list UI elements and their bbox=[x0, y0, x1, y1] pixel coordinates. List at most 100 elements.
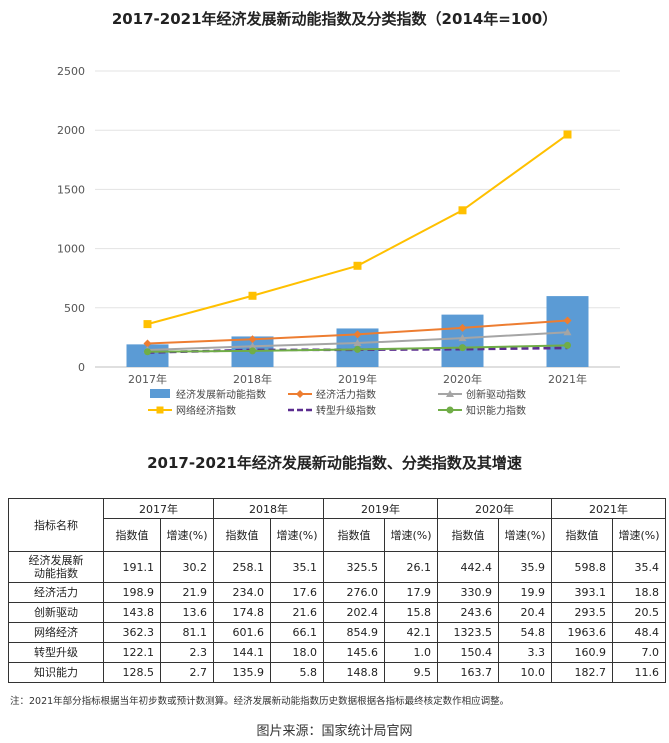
footnote: 注：2021年部分指标根据当年初步数或预计数测算。经济发展新动能指数历史数据根据… bbox=[10, 696, 510, 707]
data-point bbox=[563, 316, 572, 325]
sub-header-index: 指数值 bbox=[103, 518, 161, 552]
cell-growth: 21.9 bbox=[160, 582, 214, 603]
row-name: 网络经济 bbox=[8, 622, 104, 643]
cell-growth: 21.6 bbox=[270, 602, 324, 623]
cell-index: 145.6 bbox=[323, 642, 385, 663]
cell-growth: 20.5 bbox=[612, 602, 666, 623]
cell-growth: 30.2 bbox=[160, 551, 214, 583]
legend-marker bbox=[446, 390, 454, 397]
cell-index: 128.5 bbox=[103, 662, 161, 683]
cell-index: 362.3 bbox=[103, 622, 161, 643]
data-point bbox=[248, 291, 257, 300]
cell-index: 598.8 bbox=[551, 551, 613, 583]
sub-header-index: 指数值 bbox=[213, 518, 271, 552]
cell-index: 601.6 bbox=[213, 622, 271, 643]
cell-index: 191.1 bbox=[103, 551, 161, 583]
cell-growth: 54.8 bbox=[498, 622, 552, 643]
legend-swatch bbox=[150, 389, 170, 398]
y-axis-ticks: 0 500 1000 1500 2000 2500 bbox=[57, 65, 85, 374]
cell-growth: 9.5 bbox=[384, 662, 438, 683]
cell-growth: 18.8 bbox=[612, 582, 666, 603]
data-point bbox=[458, 323, 467, 332]
cell-growth: 42.1 bbox=[384, 622, 438, 643]
cell-index: 148.8 bbox=[323, 662, 385, 683]
data-point bbox=[353, 330, 362, 339]
cell-growth: 35.9 bbox=[498, 551, 552, 583]
legend-marker bbox=[296, 390, 304, 398]
data-point bbox=[143, 339, 152, 348]
table-row: 经济发展新 动能指数 191.1 30.2 258.1 35.1 325.5 26… bbox=[8, 551, 666, 583]
legend-label: 网络经济指数 bbox=[176, 404, 236, 417]
cell-index: 182.7 bbox=[551, 662, 613, 683]
cell-growth: 20.4 bbox=[498, 602, 552, 623]
legend-label: 经济活力指数 bbox=[316, 388, 376, 401]
row-name: 经济发展新 动能指数 bbox=[8, 551, 104, 583]
data-table: 指标名称 2017年 2018年 2019年 2020年 2021年 指数值 增… bbox=[8, 498, 666, 683]
data-point bbox=[354, 345, 361, 353]
row-name: 转型升级 bbox=[8, 642, 104, 663]
x-tick-label: 2017年 bbox=[128, 372, 167, 386]
legend-marker bbox=[446, 406, 454, 414]
row-name: 创新驱动 bbox=[8, 602, 104, 623]
cell-growth: 17.9 bbox=[384, 582, 438, 603]
cell-index: 330.9 bbox=[437, 582, 499, 603]
cell-index: 276.0 bbox=[323, 582, 385, 603]
legend-marker bbox=[156, 406, 164, 414]
table-row: 转型升级 122.1 2.3 144.1 18.0 145.6 1.0 150.… bbox=[8, 642, 666, 663]
cell-growth: 81.1 bbox=[160, 622, 214, 643]
legend-label: 转型升级指数 bbox=[316, 404, 376, 417]
cell-index: 234.0 bbox=[213, 582, 271, 603]
line-series bbox=[143, 130, 572, 356]
cell-growth: 10.0 bbox=[498, 662, 552, 683]
cell-index: 1963.6 bbox=[551, 622, 613, 643]
cell-index: 143.8 bbox=[103, 602, 161, 623]
y-tick-label: 1000 bbox=[57, 243, 85, 256]
data-point bbox=[353, 339, 362, 347]
x-tick-label: 2018年 bbox=[233, 372, 272, 386]
data-point bbox=[563, 130, 572, 139]
legend-label: 知识能力指数 bbox=[466, 404, 526, 417]
cell-index: 174.8 bbox=[213, 602, 271, 623]
legend-label: 创新驱动指数 bbox=[466, 388, 526, 401]
data-point bbox=[249, 347, 256, 355]
cell-growth: 19.9 bbox=[498, 582, 552, 603]
data-point bbox=[459, 344, 466, 352]
cell-growth: 66.1 bbox=[270, 622, 324, 643]
cell-index: 854.9 bbox=[323, 622, 385, 643]
data-point bbox=[248, 335, 257, 344]
y-tick-label: 500 bbox=[64, 302, 85, 315]
cell-index: 442.4 bbox=[437, 551, 499, 583]
cell-index: 258.1 bbox=[213, 551, 271, 583]
y-tick-label: 2500 bbox=[57, 65, 85, 78]
cell-growth: 17.6 bbox=[270, 582, 324, 603]
cell-growth: 18.0 bbox=[270, 642, 324, 663]
sub-header-growth: 增速(%) bbox=[160, 518, 214, 552]
cell-index: 122.1 bbox=[103, 642, 161, 663]
sub-header-growth: 增速(%) bbox=[498, 518, 552, 552]
cell-index: 293.5 bbox=[551, 602, 613, 623]
cell-index: 202.4 bbox=[323, 602, 385, 623]
x-tick-label: 2020年 bbox=[443, 372, 482, 386]
corner-header: 指标名称 bbox=[8, 498, 104, 552]
y-tick-label: 0 bbox=[78, 361, 85, 374]
sub-header-index: 指数值 bbox=[323, 518, 385, 552]
cell-growth: 35.4 bbox=[612, 551, 666, 583]
legend-label: 经济发展新动能指数 bbox=[176, 388, 266, 401]
cell-index: 1323.5 bbox=[437, 622, 499, 643]
sub-header-index: 指数值 bbox=[551, 518, 613, 552]
image-source: 图片来源：国家统计局官网 bbox=[256, 724, 413, 739]
cell-index: 150.4 bbox=[437, 642, 499, 663]
cell-growth: 11.6 bbox=[612, 662, 666, 683]
data-point bbox=[458, 206, 467, 215]
cell-growth: 35.1 bbox=[270, 551, 324, 583]
year-header: 2018年 bbox=[213, 498, 324, 519]
year-header: 2017年 bbox=[103, 498, 214, 519]
cell-index: 160.9 bbox=[551, 642, 613, 663]
data-point bbox=[458, 334, 467, 342]
cell-index: 393.1 bbox=[551, 582, 613, 603]
table-row: 知识能力 128.5 2.7 135.9 5.8 148.8 9.5 163.7… bbox=[8, 662, 666, 683]
cell-growth: 7.0 bbox=[612, 642, 666, 663]
row-name: 知识能力 bbox=[8, 662, 104, 683]
data-point bbox=[248, 342, 257, 350]
